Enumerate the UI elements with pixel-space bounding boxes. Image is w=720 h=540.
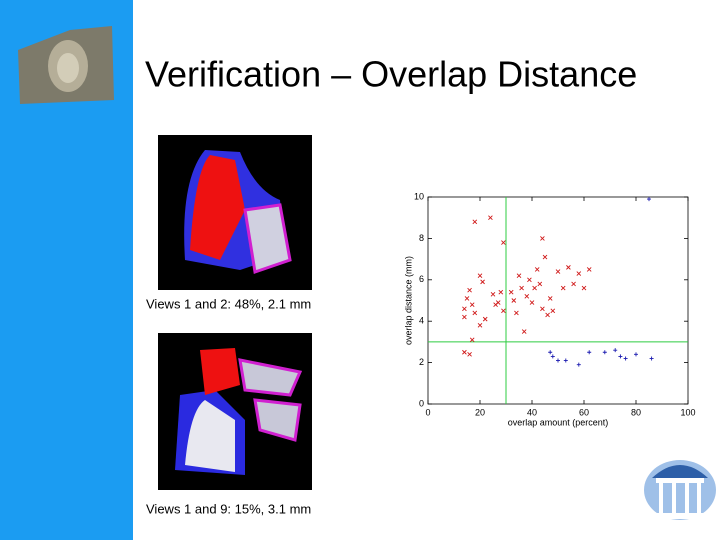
point	[477, 273, 483, 278]
point	[495, 300, 501, 305]
point	[537, 281, 543, 287]
y-tick-label: 10	[414, 191, 424, 201]
gazebo-logo	[644, 460, 716, 520]
point	[542, 254, 548, 260]
point	[469, 302, 475, 307]
point	[462, 349, 467, 355]
point	[519, 285, 524, 291]
x-tick-label: 80	[631, 407, 641, 417]
slide-title: Verification – Overlap Distance	[145, 54, 637, 95]
point	[462, 314, 467, 320]
point	[472, 219, 478, 225]
x-tick-label: 100	[680, 407, 695, 417]
point	[634, 352, 638, 357]
point	[545, 312, 550, 318]
point	[534, 267, 540, 272]
point	[514, 310, 519, 316]
point	[501, 308, 506, 314]
x-tick-label: 20	[475, 407, 485, 417]
point	[498, 289, 504, 295]
point	[563, 358, 568, 363]
point	[566, 265, 571, 270]
point	[540, 306, 545, 312]
point	[602, 350, 607, 355]
y-tick-label: 0	[419, 398, 424, 408]
point	[555, 269, 561, 274]
logo-relief	[18, 26, 114, 104]
point	[548, 350, 553, 355]
point	[490, 291, 496, 297]
point	[581, 285, 587, 291]
x-tick-label: 40	[527, 407, 537, 417]
view-image	[158, 333, 312, 490]
caption: Views 1 and 9: 15%, 3.1 mm	[146, 501, 311, 516]
point	[511, 298, 517, 303]
point	[618, 354, 623, 359]
point	[586, 267, 592, 272]
point	[469, 337, 475, 343]
point	[556, 358, 560, 363]
point	[501, 240, 506, 245]
point	[647, 197, 651, 202]
point	[550, 308, 556, 314]
scatter-chart: 0 20 40 60 80 100 0 2 4 6 8 10 overlap amount (perce…	[403, 191, 695, 427]
point	[464, 296, 470, 301]
point	[623, 356, 628, 361]
point	[482, 316, 488, 322]
point	[532, 285, 537, 291]
point	[524, 294, 530, 299]
point	[576, 362, 581, 367]
point	[550, 354, 555, 359]
point	[576, 271, 582, 276]
point	[467, 287, 472, 293]
point	[613, 348, 618, 353]
y-tick-label: 4	[419, 316, 424, 326]
point	[462, 306, 467, 312]
y-axis-label: overlap distance (mm)	[403, 256, 413, 345]
point	[488, 215, 493, 221]
point	[560, 285, 566, 291]
point	[467, 352, 472, 357]
plot-frame	[427, 196, 689, 405]
point	[587, 350, 592, 355]
point	[472, 310, 478, 316]
caption: Views 1 and 2: 48%, 2.1 mm	[146, 296, 311, 311]
point	[516, 273, 522, 278]
y-tick-label: 2	[419, 357, 424, 367]
point	[540, 236, 545, 241]
point	[649, 356, 654, 361]
point	[477, 323, 483, 328]
point	[521, 329, 527, 334]
point	[508, 289, 514, 295]
point	[547, 296, 553, 301]
y-tick-label: 6	[419, 274, 424, 284]
point	[571, 281, 576, 287]
x-tick-label: 0	[425, 407, 430, 417]
point	[527, 277, 532, 283]
point	[529, 300, 535, 305]
point	[480, 279, 485, 285]
y-tick-label: 8	[419, 233, 424, 243]
x-tick-label: 60	[579, 407, 589, 417]
x-axis-label: overlap amount (percent)	[508, 417, 609, 427]
view-image	[158, 135, 312, 290]
